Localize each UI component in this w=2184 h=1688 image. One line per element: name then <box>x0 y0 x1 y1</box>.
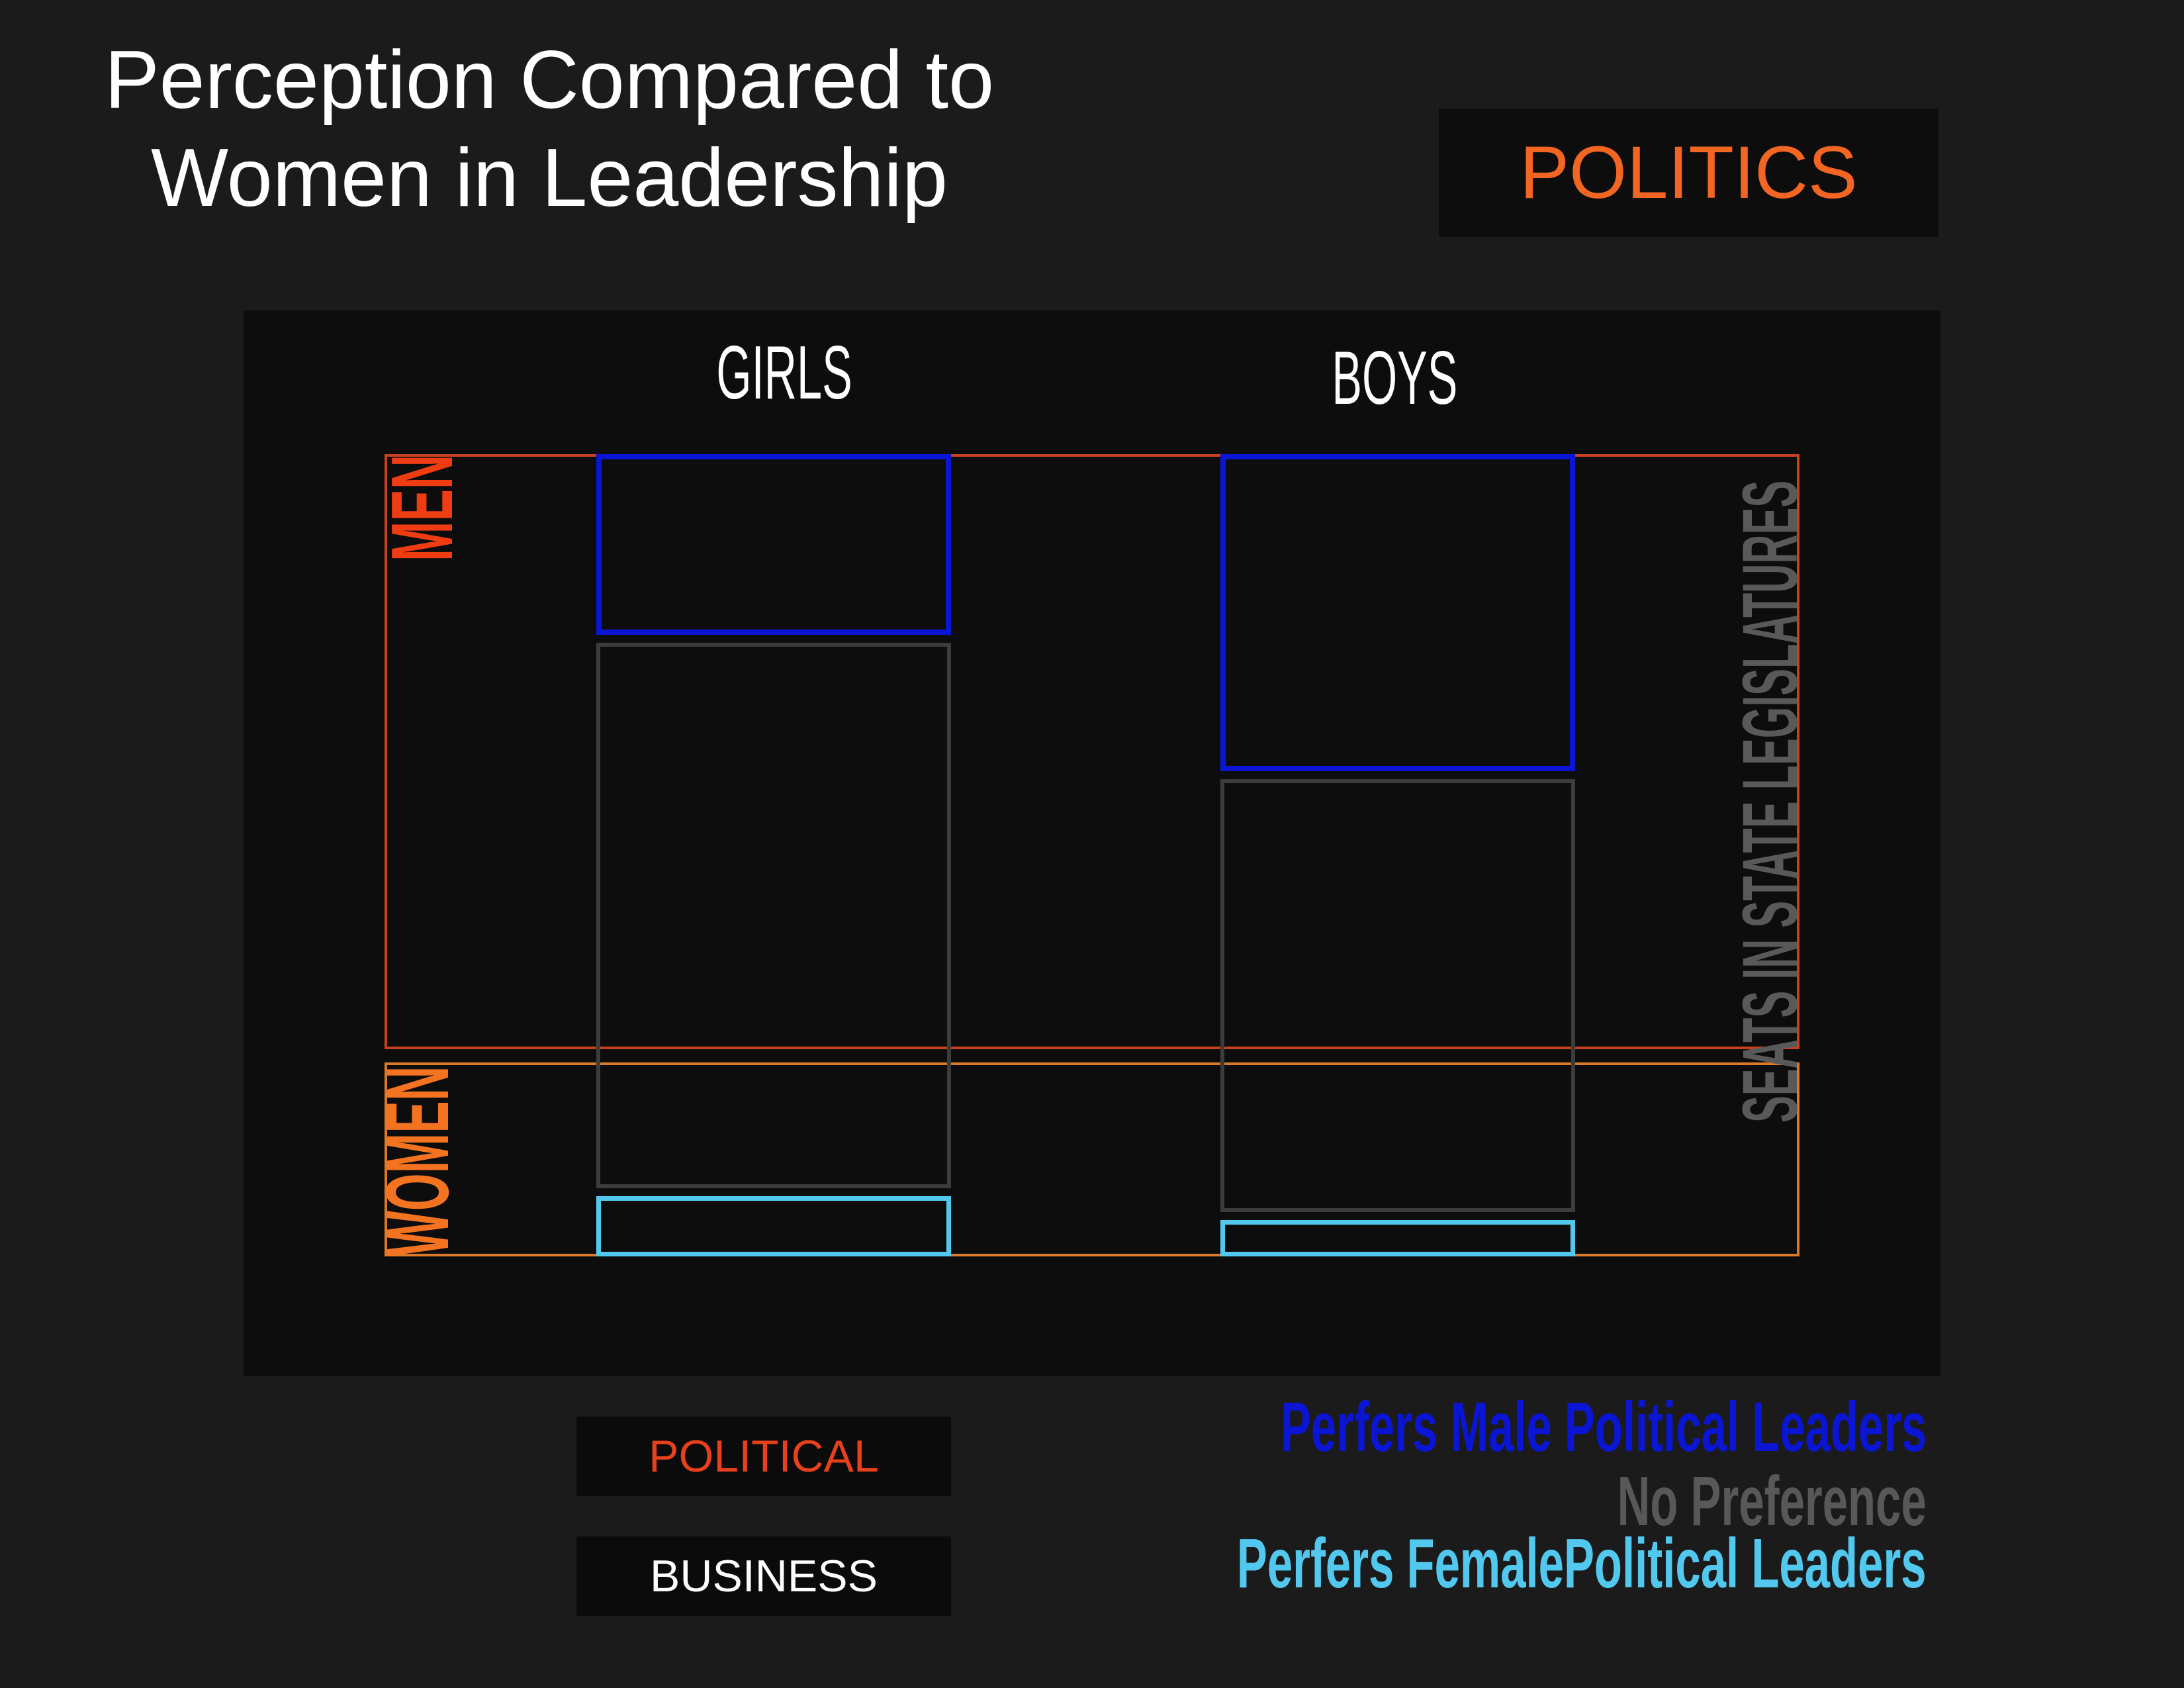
title-line-1: Perception Compared to <box>104 34 995 126</box>
section-badge-label: POLITICS <box>1520 131 1858 214</box>
category-label-girls-text: GIRLS <box>716 331 852 415</box>
seats-women-box <box>385 1062 1799 1256</box>
bar-boys-prefers-male <box>1220 454 1575 771</box>
business-button-label: BUSINESS <box>650 1551 878 1601</box>
bar-column-boys <box>1220 454 1575 1256</box>
seats-women-label: WOMEN <box>367 1066 467 1256</box>
category-label-boys: BOYS <box>1196 341 1593 416</box>
legend-item-prefers-female: Perfers FemalePolitical Leaders <box>1237 1524 1927 1603</box>
page-title: Perception Compared to Women in Leadersh… <box>86 31 1013 227</box>
bar-girls-no-preference <box>596 642 951 1189</box>
section-badge: POLITICS <box>1439 109 1938 237</box>
business-button[interactable]: BUSINESS <box>576 1536 951 1616</box>
political-button[interactable]: POLITICAL <box>576 1417 951 1496</box>
title-line-2: Women in Leadership <box>151 132 948 224</box>
political-button-label: POLITICAL <box>649 1431 879 1481</box>
bar-boys-prefers-female <box>1220 1220 1575 1256</box>
legend-item-prefers-male: Perfers Male Political Leaders <box>1280 1388 1927 1466</box>
bar-girls-prefers-female <box>596 1196 951 1256</box>
bar-girls-prefers-male <box>596 454 951 635</box>
seats-reference <box>385 454 1799 1256</box>
bar-column-girls <box>596 454 951 1256</box>
category-label-girls: GIRLS <box>586 336 983 411</box>
seats-men-label: MEN <box>373 454 471 561</box>
seats-men-box <box>385 454 1799 1049</box>
category-label-boys-text: BOYS <box>1331 336 1458 420</box>
seats-reference-label: SEATS IN STATE LEGISLATURES <box>1727 480 1814 1123</box>
legend-item-no-preference: No Preference <box>1617 1462 1927 1540</box>
plot-area <box>385 454 1799 1256</box>
bar-boys-no-preference <box>1220 778 1575 1213</box>
chart-panel: GIRLS BOYS MEN WOMEN SEATS IN STATE LEGI… <box>244 310 1940 1376</box>
